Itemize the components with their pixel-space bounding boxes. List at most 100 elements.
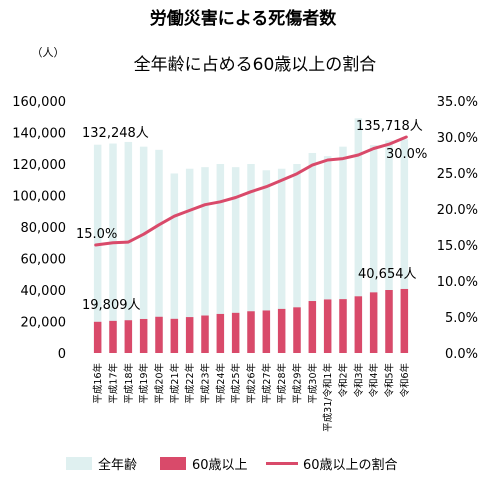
bar-senior [201,315,209,353]
bar-total [201,167,209,353]
bar-total [293,164,301,353]
x-tick-label: 令和3年 [353,363,365,398]
y-tick-right: 10.0% [437,275,478,290]
legend-swatch-senior [160,457,186,470]
bar-total [369,145,378,353]
bar-total [216,164,225,353]
x-axis: 平成16年 平成17年 平成18年 平成19年 平成20年 平成21年 平成22年 平成23年… [92,363,411,432]
bar-senior [155,316,163,353]
bar-total [323,156,332,353]
data-label-last-senior: 40,654人 [358,267,417,282]
y-tick-left: 40,000 [21,284,67,299]
y-tick-right: 25.0% [437,167,478,182]
bar-senior [277,308,286,353]
bar-total [93,144,102,353]
x-tick-label: 平成24年 [215,363,227,404]
bar-senior [354,296,363,353]
legend-label-ratio: 60歳以上の割合 [303,457,398,473]
x-tick-label: 令和2年 [338,363,350,398]
legend-swatch-total [66,457,92,470]
x-tick-label: 平成22年 [184,363,196,404]
y-tick-left: 20,000 [21,316,67,331]
y-axis-left: 0 20,000 40,000 60,000 80,000 100,000 120,000 1… [12,95,66,362]
chart-subtitle: 全年齢に占める60歳以上の割合 [134,55,377,75]
bar-total [139,146,148,353]
data-label-last-ratio: 30.0% [386,147,427,162]
ratio-line-path [94,135,408,247]
bar-total [155,149,163,353]
bar-total [124,141,133,353]
x-tick-label: 平成25年 [230,363,242,404]
bar-total [185,168,194,353]
series-total-bars [93,118,409,353]
bar-senior [293,307,301,353]
chart-title: 労働災害による死傷者数 [150,8,337,29]
x-tick-label: 平成16年 [92,363,104,404]
bar-senior [247,311,255,353]
x-tick-label: 平成17年 [108,363,120,404]
bar-senior [339,299,347,353]
legend-label-senior: 60歳以上 [192,458,248,473]
y-tick-right: 30.0% [437,131,478,146]
x-tick-label: 令和5年 [384,363,396,398]
bar-total [247,164,255,353]
series-senior-bars [93,288,409,353]
bar-senior [216,313,225,353]
bar-senior [385,290,393,353]
bar-total [231,167,240,353]
data-label-first-ratio: 15.0% [76,227,117,242]
bar-total [339,146,347,353]
bar-total [262,170,271,353]
bar-total [277,168,286,353]
y-tick-right: 35.0% [437,95,478,110]
bar-total [385,140,393,353]
bar-senior [93,321,102,353]
data-label-first-total: 132,248人 [82,126,149,141]
bar-total [170,173,179,353]
bar-senior [124,320,133,353]
y-tick-right: 5.0% [445,311,478,326]
x-tick-label: 令和6年 [399,363,411,398]
bar-senior [369,292,378,353]
x-tick-label: 平成20年 [154,363,166,404]
y-tick-left: 80,000 [21,221,67,236]
bar-total [400,139,409,353]
data-label-last-total: 135,718人 [356,119,423,134]
y-tick-left: 140,000 [12,127,66,142]
bar-senior [262,310,271,353]
bar-total [354,118,363,353]
x-tick-label: 平成27年 [261,363,273,404]
y-axis-right: 0.0% 5.0% 10.0% 15.0% 20.0% 25.0% 30.0% 35.0% [437,95,478,362]
bar-total [308,152,317,353]
x-tick-label: 平成26年 [246,363,258,404]
x-tick-label: 平成31/令和1年 [322,363,334,432]
x-tick-label: 平成18年 [123,363,135,404]
bar-senior [308,301,317,353]
x-tick-label: 平成21年 [169,363,181,404]
x-tick-label: 平成23年 [200,363,212,404]
bar-total [109,143,117,353]
x-tick-label: 平成28年 [276,363,288,404]
y-axis-unit: （人） [32,46,65,59]
legend: 全年齢 60歳以上 60歳以上の割合 [66,457,398,473]
bar-senior [109,320,117,353]
bar-senior [400,288,409,353]
y-tick-right: 15.0% [437,239,478,254]
bar-senior [323,299,332,353]
y-tick-left: 100,000 [12,190,66,205]
y-tick-left: 0 [58,347,66,362]
x-tick-label: 平成19年 [138,363,150,404]
bar-senior [185,317,194,353]
x-tick-label: 令和4年 [368,363,380,398]
y-tick-right: 20.0% [437,203,478,218]
bar-senior [231,312,240,353]
x-tick-label: 平成30年 [307,363,319,404]
y-tick-left: 60,000 [21,253,67,268]
y-tick-left: 160,000 [12,95,66,110]
series-ratio-line [94,135,408,247]
y-tick-left: 120,000 [12,158,66,173]
legend-label-total: 全年齢 [98,457,137,473]
data-label-first-senior: 19,809人 [82,298,141,313]
y-tick-right: 0.0% [445,347,478,362]
